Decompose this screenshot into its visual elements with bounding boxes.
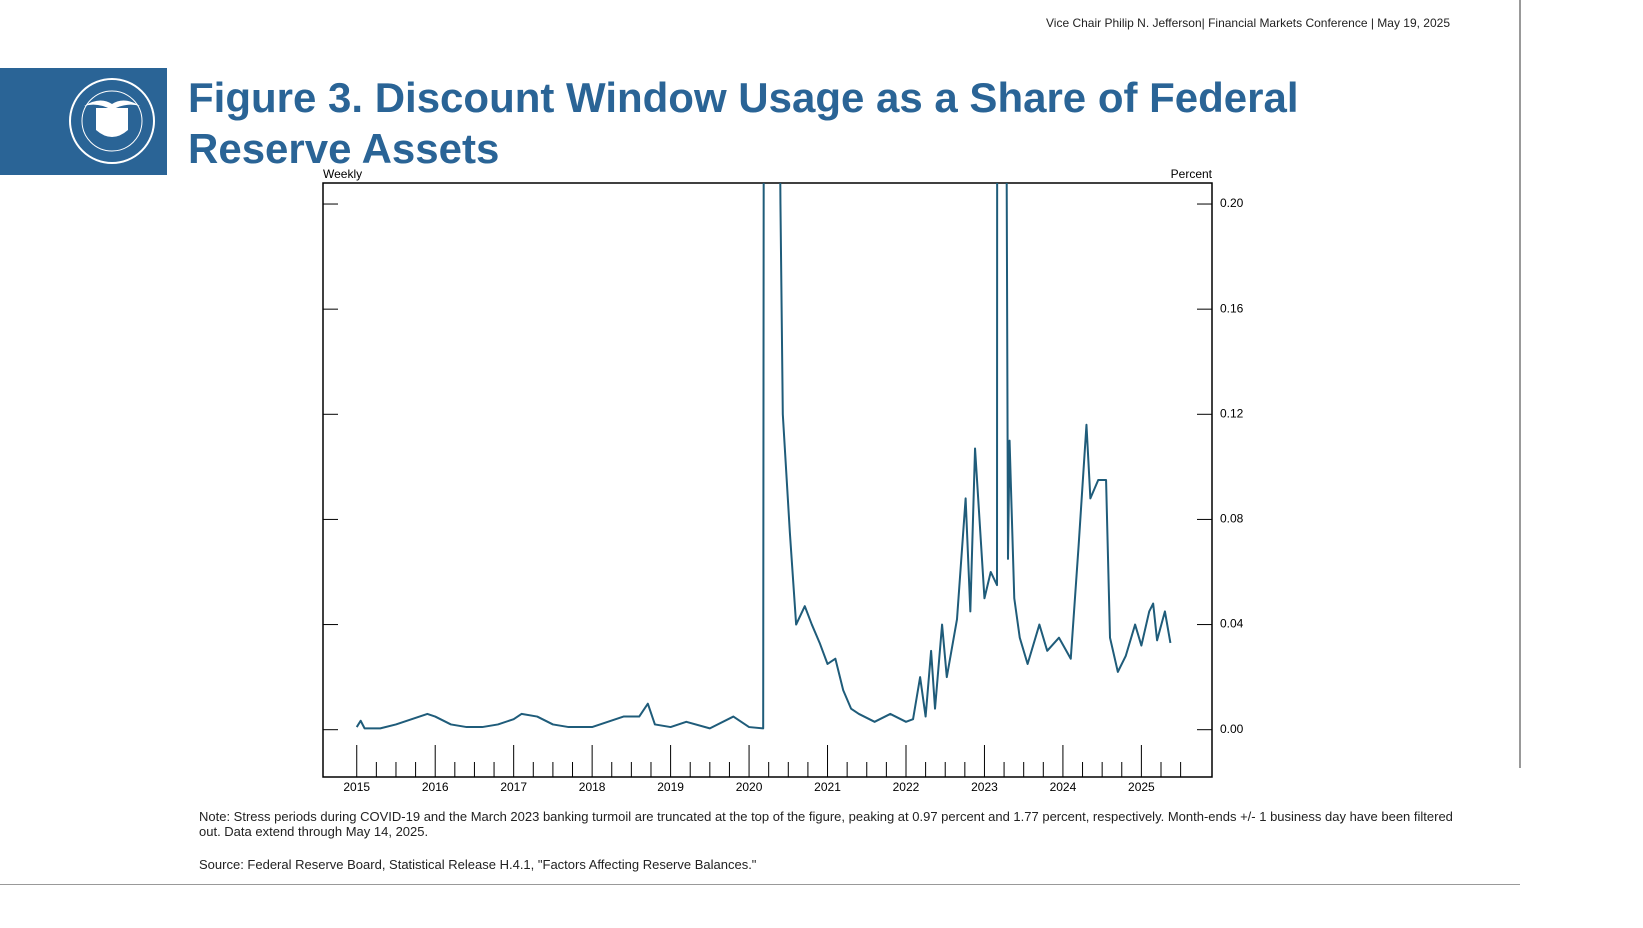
x-tick-label: 2019: [657, 780, 684, 794]
x-tick-label: 2023: [971, 780, 998, 794]
x-tick-label: 2015: [343, 780, 370, 794]
x-tick-label: 2017: [500, 780, 527, 794]
seal: [69, 78, 155, 164]
source: Source: Federal Reserve Board, Statistic…: [199, 857, 757, 872]
note: Note: Stress periods during COVID-19 and…: [199, 809, 1453, 839]
left-axis-label: Weekly: [323, 167, 362, 181]
x-tick-label: 2018: [579, 780, 606, 794]
y-tick-label: 0.04: [1220, 617, 1244, 631]
y-tick-label: 0.12: [1220, 406, 1244, 420]
x-tick-label: 2022: [893, 780, 920, 794]
y-tick-label: 0.20: [1220, 196, 1244, 210]
y-tick-label: 0.08: [1220, 512, 1244, 526]
header: Vice Chair Philip N. Jefferson| Financia…: [1046, 16, 1450, 30]
x-tick-label: 2021: [814, 780, 841, 794]
chart-title: Figure 3. Discount Window Usage as a Sha…: [188, 74, 1299, 172]
x-tick-label: 2025: [1128, 780, 1155, 794]
y-tick-label: 0.16: [1220, 301, 1244, 315]
x-tick-label: 2020: [736, 780, 763, 794]
y-tick-label: 0.00: [1220, 722, 1244, 736]
slide-border: [1519, 0, 1521, 768]
logo-band: [0, 68, 167, 175]
slide-border: [0, 884, 1520, 885]
x-tick-label: 2024: [1050, 780, 1077, 794]
plot-frame: [322, 182, 1213, 778]
data-line: [355, 183, 1172, 730]
x-tick-label: 2016: [422, 780, 449, 794]
right-axis-label: Percent: [1171, 167, 1213, 181]
